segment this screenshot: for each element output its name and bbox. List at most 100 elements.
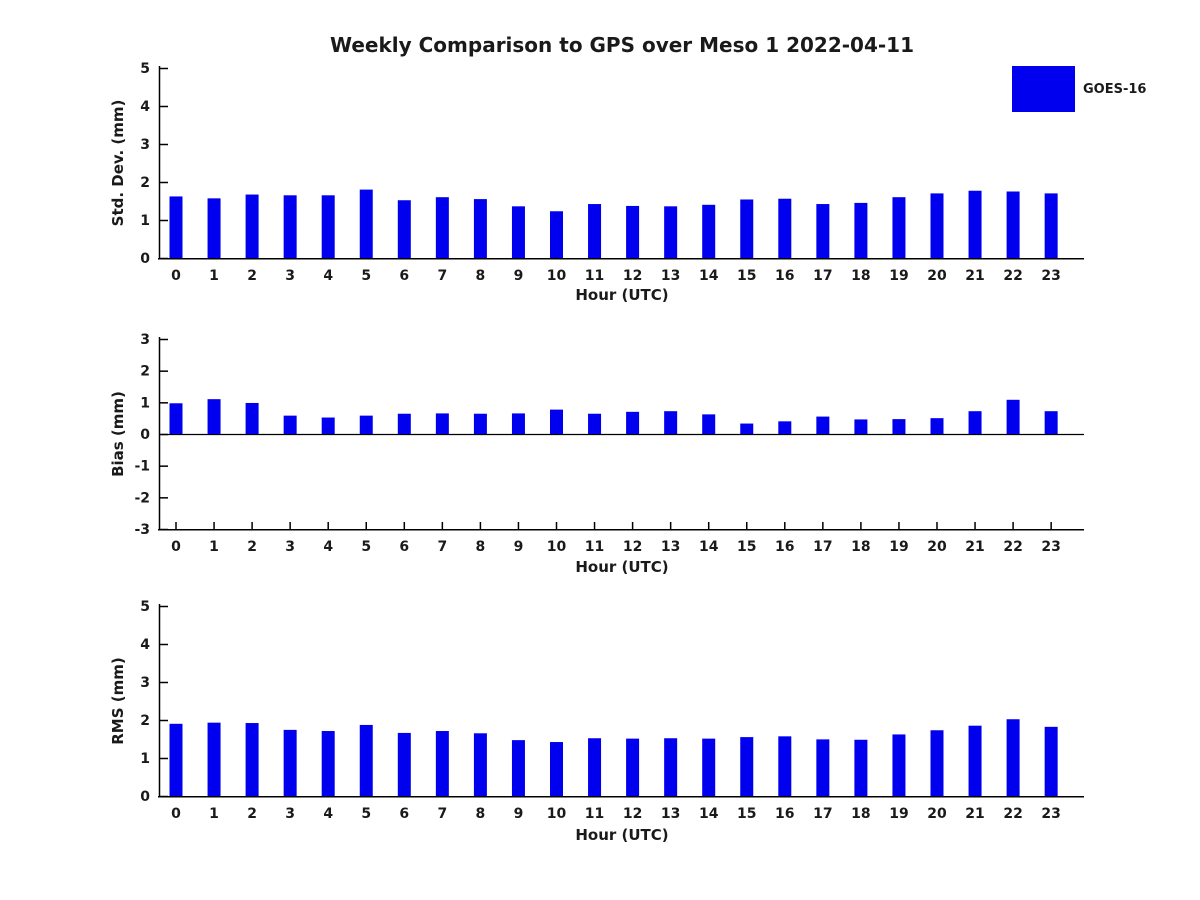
svg-text:19: 19 (889, 806, 908, 822)
std-dev-bar-hour-20 (930, 193, 944, 258)
std-dev-bar-hour-8 (473, 199, 487, 258)
std-dev-bar-hour-0 (169, 196, 183, 258)
bias-bar-hour-10 (550, 409, 563, 434)
svg-text:3: 3 (140, 137, 150, 153)
std-dev-x-tick-labels: 0 1 2 3 4 5 6 7 8 9 10 11 12 13 14 15 16 17 18 19 20 21 22 23 (171, 268, 1061, 284)
rms-bar-hour-21 (968, 725, 982, 796)
svg-text:0: 0 (140, 427, 150, 443)
svg-text:3: 3 (285, 806, 295, 822)
svg-text:3: 3 (140, 332, 150, 348)
legend-swatch-goes16 (1012, 66, 1075, 112)
rms-bar-hour-19 (892, 734, 906, 796)
rms-bar-hour-17 (816, 739, 830, 796)
svg-text:9: 9 (514, 539, 524, 555)
std-dev-bars (169, 189, 1058, 258)
svg-text:18: 18 (851, 268, 870, 284)
std-dev-bar-hour-3 (283, 195, 297, 258)
svg-text:0: 0 (171, 539, 181, 555)
std-dev-bar-hour-10 (550, 211, 563, 258)
rms-bar-hour-16 (778, 736, 792, 796)
std-dev-bar-hour-23 (1044, 193, 1058, 258)
rms-axes (158, 604, 1084, 798)
svg-text:1: 1 (140, 395, 150, 411)
svg-text:7: 7 (437, 268, 447, 284)
svg-text:3: 3 (285, 539, 295, 555)
svg-text:1: 1 (209, 806, 219, 822)
rms-bar-hour-2 (245, 723, 259, 796)
svg-text:0: 0 (171, 806, 181, 822)
bias-bar-hour-5 (359, 415, 373, 434)
bias-bar-hour-9 (511, 413, 525, 434)
svg-text:17: 17 (813, 539, 832, 555)
svg-text:20: 20 (927, 539, 947, 555)
rms-bar-hour-1 (207, 722, 221, 796)
stddev-x-axis-label: Hour (UTC) (575, 286, 669, 304)
std-dev-bar-hour-12 (626, 205, 640, 258)
std-dev-bar-hour-6 (397, 200, 411, 258)
svg-text:0: 0 (171, 268, 181, 284)
rms-x-tick-labels: 0 1 2 3 4 5 6 7 8 9 10 11 12 13 14 15 16 17 18 19 20 21 22 23 (171, 806, 1061, 822)
svg-text:0: 0 (140, 251, 150, 267)
legend: GOES-16 (1012, 66, 1146, 112)
svg-text:18: 18 (851, 539, 870, 555)
svg-text:2: 2 (247, 806, 257, 822)
rms-bar-hour-7 (435, 731, 449, 796)
std-dev-bar-hour-5 (359, 189, 373, 258)
svg-text:1: 1 (209, 539, 219, 555)
rms-bar-hour-6 (397, 732, 411, 796)
svg-text:12: 12 (623, 806, 642, 822)
svg-text:23: 23 (1041, 806, 1060, 822)
std-dev-bar-hour-22 (1006, 191, 1020, 258)
svg-text:4: 4 (323, 539, 333, 555)
svg-text:4: 4 (323, 806, 333, 822)
svg-text:2: 2 (247, 268, 257, 284)
svg-text:23: 23 (1041, 539, 1060, 555)
bias-bar-hour-20 (930, 418, 944, 434)
svg-text:7: 7 (437, 806, 447, 822)
bias-bar-hour-18 (854, 419, 868, 434)
rms-bars (169, 719, 1058, 796)
rms-bar-hour-20 (930, 730, 944, 796)
svg-text:9: 9 (514, 268, 524, 284)
svg-text:5: 5 (140, 61, 150, 77)
svg-text:4: 4 (323, 268, 333, 284)
svg-text:2: 2 (140, 175, 150, 191)
svg-text:2: 2 (140, 364, 150, 380)
svg-text:7: 7 (437, 539, 447, 555)
std-dev-y-tick-labels: 0 1 2 3 4 5 (140, 61, 150, 267)
svg-text:0: 0 (140, 789, 150, 805)
std-dev-axes (158, 66, 1084, 260)
svg-text:8: 8 (476, 806, 486, 822)
rms-x-axis-label: Hour (UTC) (575, 826, 669, 844)
svg-text:22: 22 (1003, 539, 1022, 555)
svg-text:13: 13 (661, 268, 680, 284)
bias-bar-hour-2 (245, 402, 259, 434)
svg-text:22: 22 (1003, 806, 1022, 822)
rms-bar-hour-13 (664, 738, 678, 796)
svg-text:20: 20 (927, 806, 947, 822)
rms-bar-hour-8 (473, 733, 487, 796)
bias-bar-hour-7 (435, 413, 449, 434)
bias-bar-hour-6 (397, 413, 411, 434)
svg-text:20: 20 (927, 268, 947, 284)
svg-text:12: 12 (623, 268, 642, 284)
svg-text:6: 6 (399, 806, 409, 822)
std-dev-bar-hour-2 (245, 194, 259, 258)
svg-text:5: 5 (140, 599, 150, 615)
bias-bar-hour-22 (1006, 399, 1020, 434)
svg-text:2: 2 (247, 539, 257, 555)
std-dev-bar-hour-16 (778, 198, 792, 258)
legend-label-goes16: GOES-16 (1083, 81, 1147, 97)
svg-text:13: 13 (661, 806, 680, 822)
rms-bar-hour-11 (588, 738, 602, 796)
bias-bar-hour-1 (207, 399, 221, 434)
svg-text:19: 19 (889, 268, 908, 284)
std-dev-bar-hour-14 (702, 204, 716, 258)
rms-bar-hour-4 (321, 731, 335, 796)
svg-text:2: 2 (140, 713, 150, 729)
svg-text:16: 16 (775, 806, 794, 822)
rms-y-tick-labels: 0 1 2 3 4 5 (140, 599, 150, 805)
